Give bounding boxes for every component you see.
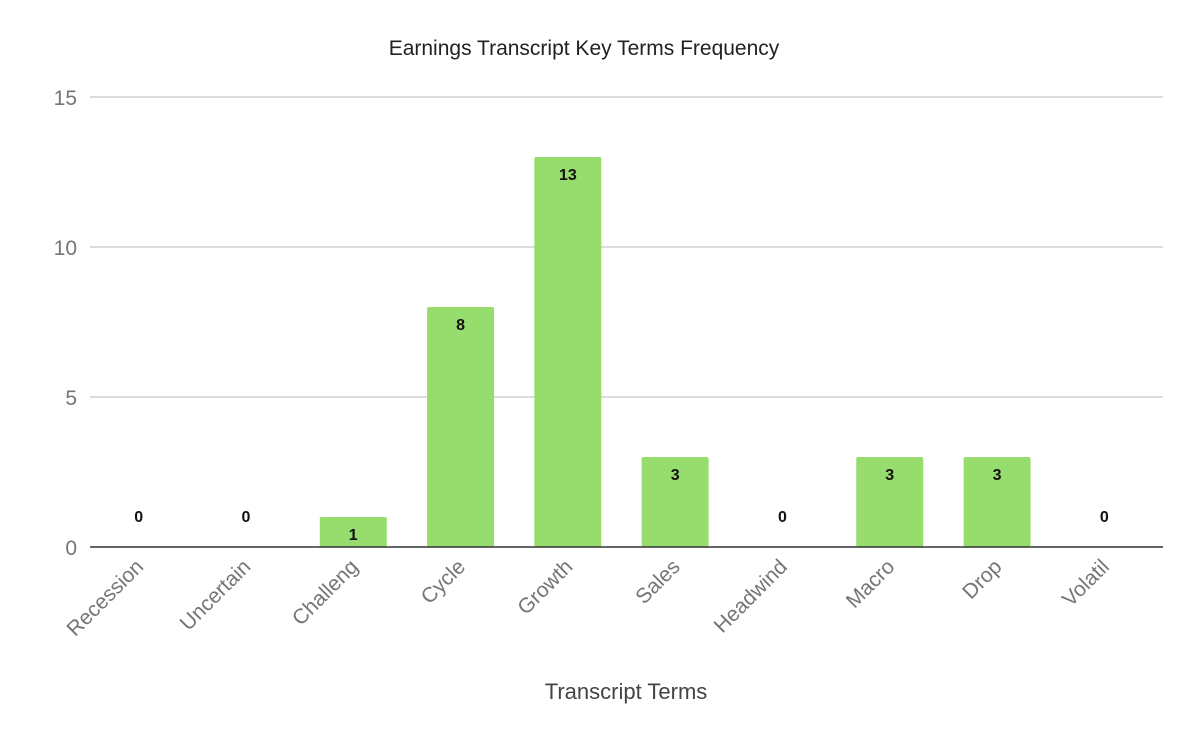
gridlines [90,96,1163,398]
bar-sales [641,457,709,547]
data-label: 8 [456,317,465,334]
x-tick-label: Headwind [710,555,792,637]
chart-title: Earnings Transcript Key Terms Frequency [389,37,780,60]
bar-drop [963,457,1031,547]
data-label: 0 [241,509,250,526]
bar-macro [856,457,924,547]
x-tick-label: Growth [513,555,577,619]
data-label: 3 [671,467,680,484]
x-tick-label: Recession [63,555,149,641]
y-tick-label: 5 [65,387,77,410]
data-label: 3 [885,467,894,484]
x-tick-label: Uncertain [176,555,256,635]
bar-growth [534,157,602,547]
x-tick-label: Drop [958,555,1006,603]
x-tick-label: Challeng [288,555,363,630]
data-label: 0 [134,509,143,526]
x-tick-label: Sales [631,555,684,608]
data-label: 1 [349,527,358,544]
y-tick-label: 15 [54,87,77,110]
x-axis-title: Transcript Terms [545,679,708,704]
x-tick-label: Macro [842,555,900,613]
y-tick-label: 0 [65,537,77,560]
y-axis: 0 5 10 15 [54,87,77,560]
bars [319,157,1031,547]
data-label: 13 [559,167,577,184]
data-labels: 0 0 1 8 13 3 0 3 3 0 [134,167,1109,544]
x-tick-label: Volatil [1058,555,1114,611]
bar-challeng [319,517,387,547]
bar-cycle [427,307,495,547]
y-tick-label: 10 [54,237,77,260]
data-label: 0 [778,509,787,526]
data-label: 3 [993,467,1002,484]
x-axis: Recession Uncertain Challeng Cycle Growth Sal… [63,546,1163,641]
data-label: 0 [1100,509,1109,526]
x-tick-label: Cycle [417,555,470,608]
